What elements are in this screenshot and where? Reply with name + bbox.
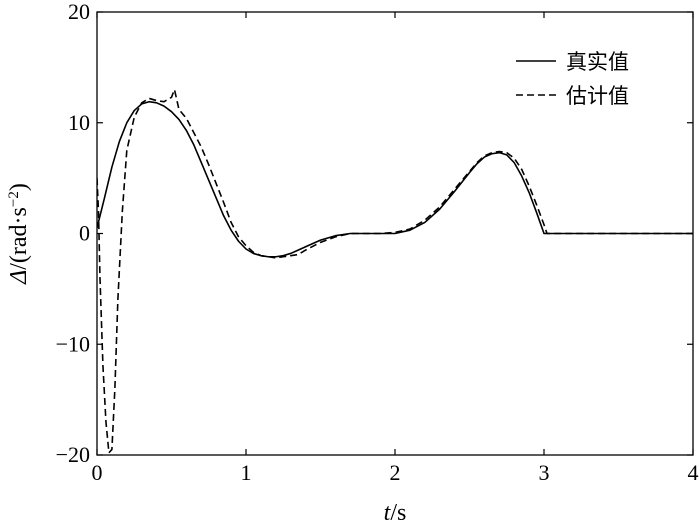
x-tick-label: 4 xyxy=(688,460,699,485)
y-tick-label: 20 xyxy=(68,0,90,24)
x-tick-label: 3 xyxy=(539,460,550,485)
plot-area xyxy=(97,88,693,454)
y-tick-label: 0 xyxy=(79,221,90,246)
y-tick-label: 10 xyxy=(68,110,90,135)
y-tick-label: −20 xyxy=(56,442,90,467)
x-tick-label: 0 xyxy=(92,460,103,485)
x-tick-label: 2 xyxy=(390,460,401,485)
x-axis-label: t/s xyxy=(384,500,407,525)
x-tick-label: 1 xyxy=(241,460,252,485)
legend-label-1: 真实值 xyxy=(566,50,629,74)
series-line-1 xyxy=(97,100,693,258)
legend-label-2: 估计值 xyxy=(566,84,629,108)
axes: 0 1 2 3 4 −20 −10 0 10 20 t/s Δ/(rad·s−2) xyxy=(6,0,699,525)
y-tick-label: −10 xyxy=(56,331,90,356)
y-axis-label: Δ/(rad·s−2) xyxy=(6,183,32,285)
series-line-2 xyxy=(97,88,693,454)
